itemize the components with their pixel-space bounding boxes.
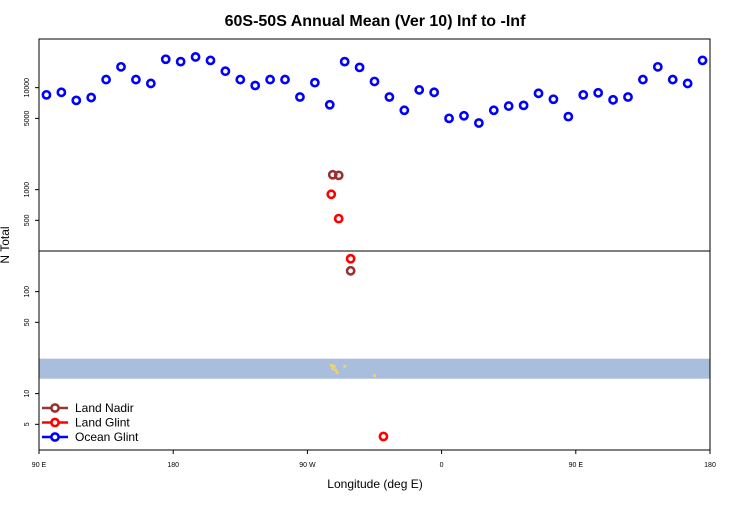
x-tick-label: 90 E — [569, 462, 584, 469]
data-point — [324, 99, 335, 110]
x-tick-label: 90 W — [299, 462, 316, 469]
data-point — [326, 189, 337, 200]
x-axis-label: Longitude (deg E) — [327, 477, 422, 491]
data-point — [563, 111, 574, 122]
data-point — [429, 87, 440, 98]
data-point — [101, 74, 111, 85]
data-point — [220, 66, 231, 77]
data-point — [345, 265, 356, 276]
chart-title: 60S-50S Annual Mean (Ver 10) Inf to -Inf — [225, 13, 526, 30]
x-tick-label: 0 — [440, 462, 444, 469]
data-point — [160, 54, 171, 65]
data-point — [548, 94, 559, 105]
y-tick-label: 10000 — [24, 78, 31, 98]
data-point — [205, 55, 216, 66]
data-point — [682, 78, 693, 89]
legend-label: Land Nadir — [75, 401, 134, 415]
data-point — [333, 213, 344, 224]
data-point — [175, 56, 186, 67]
data-point — [503, 101, 514, 111]
overlay-mark — [343, 364, 347, 368]
legend-swatch-marker — [50, 432, 60, 442]
y-tick-label: 100 — [24, 286, 31, 298]
series-layer — [41, 52, 708, 442]
data-point — [56, 87, 67, 98]
overlay-mark — [331, 367, 335, 371]
series-land-nadir — [327, 169, 356, 276]
data-point — [369, 76, 380, 87]
data-point — [41, 89, 52, 100]
axes-layer: 90 E 180 90 W 0 90 E 180 5 10 50 100 500 1000 5000 10… — [24, 38, 716, 469]
y-axis-label: N Total — [0, 226, 12, 263]
overlay-mark — [329, 363, 333, 367]
data-point — [309, 77, 320, 88]
overlay-mark — [335, 371, 339, 375]
data-point — [488, 105, 499, 116]
data-point — [473, 118, 484, 128]
series-land-glint — [326, 189, 389, 442]
data-point — [444, 113, 454, 124]
data-point — [345, 253, 356, 264]
data-point — [578, 89, 589, 100]
y-tick-label: 10 — [24, 390, 31, 398]
legend-swatch-marker — [50, 417, 60, 428]
data-point — [86, 92, 97, 103]
data-point — [235, 74, 246, 85]
overlay-mark — [334, 368, 338, 372]
overlay-layer — [39, 358, 710, 379]
data-point — [295, 92, 305, 102]
data-point — [265, 74, 276, 85]
y-tick-label: 5 — [24, 422, 31, 426]
data-point — [638, 74, 648, 85]
data-point — [593, 87, 604, 98]
data-point — [384, 92, 395, 102]
x-tick-label: 90 E — [32, 462, 47, 469]
highlight-band — [39, 358, 710, 379]
overlay-mark — [332, 364, 336, 368]
y-tick-label: 50 — [24, 318, 31, 326]
legend-label: Land Glint — [75, 416, 130, 430]
data-point — [354, 62, 365, 73]
data-point — [145, 78, 156, 89]
series-ocean-glint — [41, 52, 708, 128]
data-point — [667, 74, 678, 85]
data-point — [652, 61, 663, 72]
y-tick-label: 5000 — [24, 110, 31, 126]
data-point — [414, 85, 425, 95]
data-point — [378, 431, 389, 442]
legend-swatch-marker — [50, 403, 60, 413]
data-point — [533, 88, 544, 99]
data-point — [697, 55, 708, 66]
data-point — [339, 56, 350, 67]
x-tick-label: 180 — [704, 462, 716, 469]
legend-label: Ocean Glint — [75, 430, 139, 444]
data-point — [333, 170, 344, 181]
data-point — [399, 105, 410, 116]
data-point — [459, 110, 469, 121]
data-point — [518, 100, 529, 111]
data-point — [190, 52, 201, 62]
overlay-mark — [372, 374, 377, 378]
data-point — [280, 74, 290, 85]
data-point — [608, 94, 618, 105]
data-point — [131, 74, 141, 85]
y-tick-label: 1000 — [24, 182, 31, 198]
y-tick-label: 500 — [24, 214, 31, 226]
data-point — [250, 80, 261, 91]
data-point — [71, 95, 82, 106]
data-point — [116, 61, 126, 72]
x-tick-label: 180 — [167, 462, 179, 469]
data-point — [623, 92, 633, 102]
plot-frame — [38, 38, 711, 451]
